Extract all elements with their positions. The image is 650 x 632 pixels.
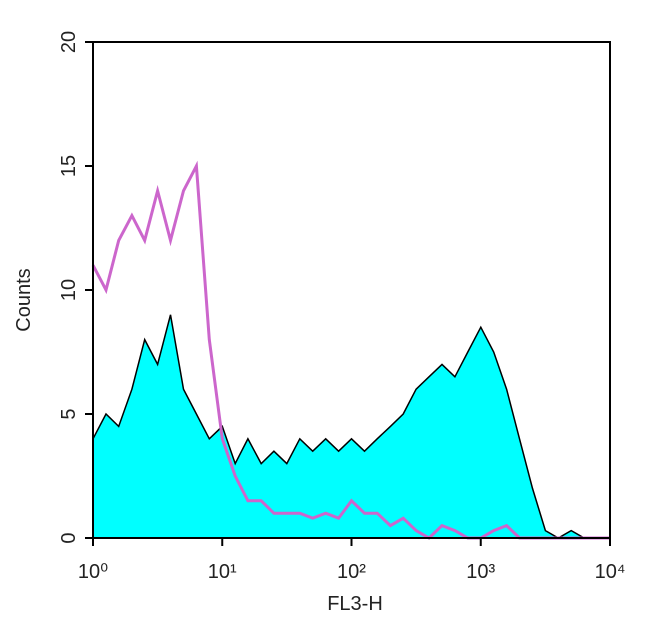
x-tick-label: 10⁴ bbox=[595, 561, 626, 583]
y-tick-label: 10 bbox=[58, 279, 80, 301]
line bbox=[92, 314, 610, 539]
y-tick-label: 15 bbox=[58, 155, 80, 177]
x-axis-label: FL3-H bbox=[327, 593, 383, 615]
x-tick-label: 10⁰ bbox=[78, 561, 108, 583]
y-axis-label: Counts bbox=[13, 268, 35, 331]
x-tick-label: 10² bbox=[337, 561, 366, 583]
area bbox=[93, 314, 610, 538]
x-tick-label: 10³ bbox=[466, 561, 495, 583]
y-tick-label: 20 bbox=[58, 31, 80, 53]
x-tick-label: 10¹ bbox=[208, 561, 237, 583]
y-tick-label: 0 bbox=[58, 532, 80, 543]
y-tick-label: 5 bbox=[58, 408, 80, 419]
